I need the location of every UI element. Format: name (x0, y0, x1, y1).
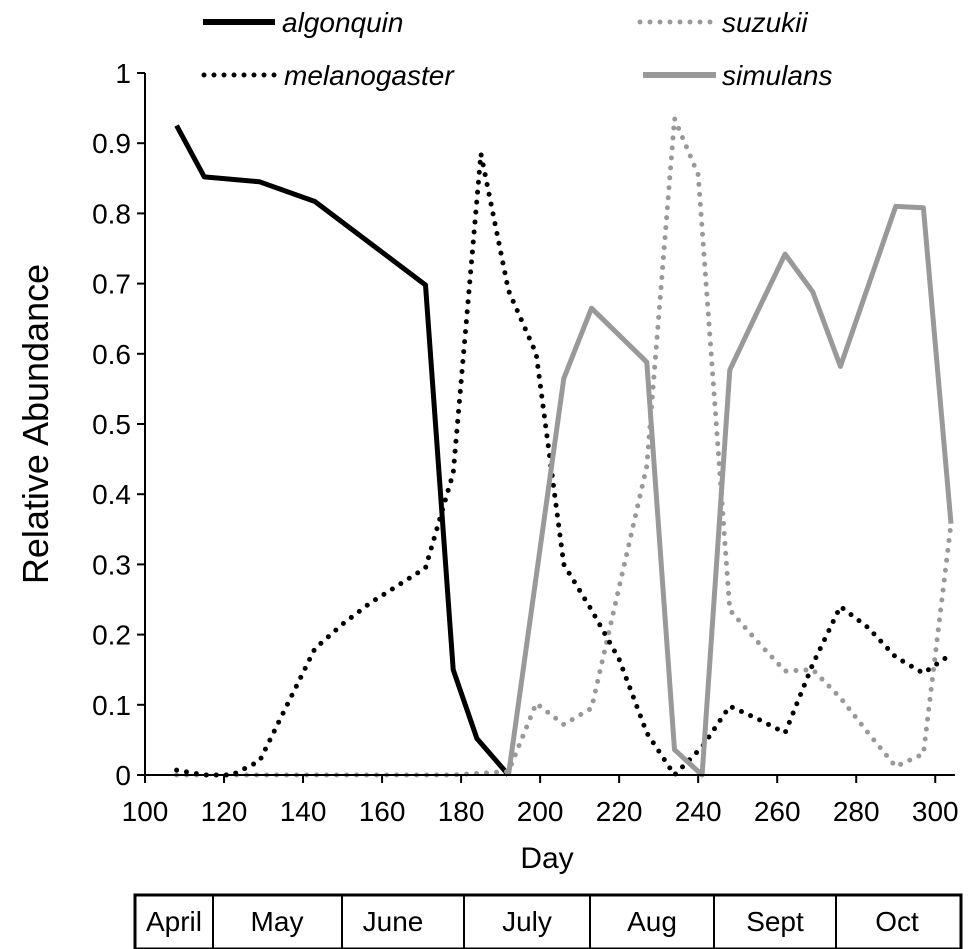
y-tick-label: 0.9 (92, 128, 131, 159)
y-tick-label: 1 (115, 58, 131, 89)
x-tick-label: 120 (201, 796, 248, 827)
x-tick-label: 180 (438, 796, 485, 827)
legend-item-melanogaster: melanogaster (201, 60, 455, 91)
month-june: June (363, 906, 424, 937)
month-may: May (251, 906, 304, 937)
legend-label-suzukii: suzukii (722, 7, 808, 38)
legend-label-melanogaster: melanogaster (284, 60, 455, 91)
month-oct: Oct (875, 906, 919, 937)
legend-label-simulans: simulans (722, 60, 832, 91)
series-line-suzukii (174, 116, 954, 778)
series-line-melanogaster (174, 151, 954, 778)
x-tick-label: 100 (122, 796, 169, 827)
legend-item-suzukii: suzukii (637, 7, 808, 38)
legend-label-algonquin: algonquin (282, 7, 403, 38)
legend-item-algonquin: algonquin (203, 7, 403, 38)
month-table-frame (133, 893, 963, 949)
x-tick-label: 160 (359, 796, 406, 827)
x-tick-label: 300 (912, 796, 959, 827)
series-layer (174, 116, 954, 778)
x-tick-label: 220 (596, 796, 643, 827)
month-april: April (146, 906, 202, 937)
y-tick-label: 0 (115, 760, 131, 791)
x-tick-label: 200 (517, 796, 564, 827)
y-tick-label: 0.1 (92, 690, 131, 721)
x-axis-ticks: 100 120 140 160 180 200 220 240 260 280 300 (122, 775, 959, 827)
y-tick-label: 0.5 (92, 409, 131, 440)
y-tick-label: 0.3 (92, 549, 131, 580)
series-line-simulans (506, 203, 954, 778)
y-tick-label: 0.6 (92, 339, 131, 370)
month-aug: Aug (627, 906, 677, 937)
y-tick-label: 0.2 (92, 620, 131, 651)
legend-item-simulans: simulans (643, 60, 832, 91)
y-axis-title: Relative Abundance (15, 264, 56, 584)
x-tick-label: 260 (754, 796, 801, 827)
month-july: July (502, 906, 552, 937)
legend: algonquin suzukii melanogaster simulans (201, 7, 832, 91)
x-axis-title: Day (520, 842, 573, 875)
series-line-algonquin (174, 124, 511, 777)
month-sept: Sept (746, 906, 804, 937)
y-tick-label: 0.7 (92, 269, 131, 300)
x-tick-label: 280 (833, 796, 880, 827)
y-tick-label: 0.4 (92, 479, 131, 510)
month-table: April May June July Aug Sept Oct (133, 893, 963, 949)
y-tick-label: 0.8 (92, 198, 131, 229)
x-tick-label: 140 (280, 796, 327, 827)
x-tick-label: 240 (675, 796, 722, 827)
y-axis-ticks: 0 0.1 0.2 0.3 0.4 0.5 0.6 0.7 0.8 0.9 1 (92, 58, 145, 791)
